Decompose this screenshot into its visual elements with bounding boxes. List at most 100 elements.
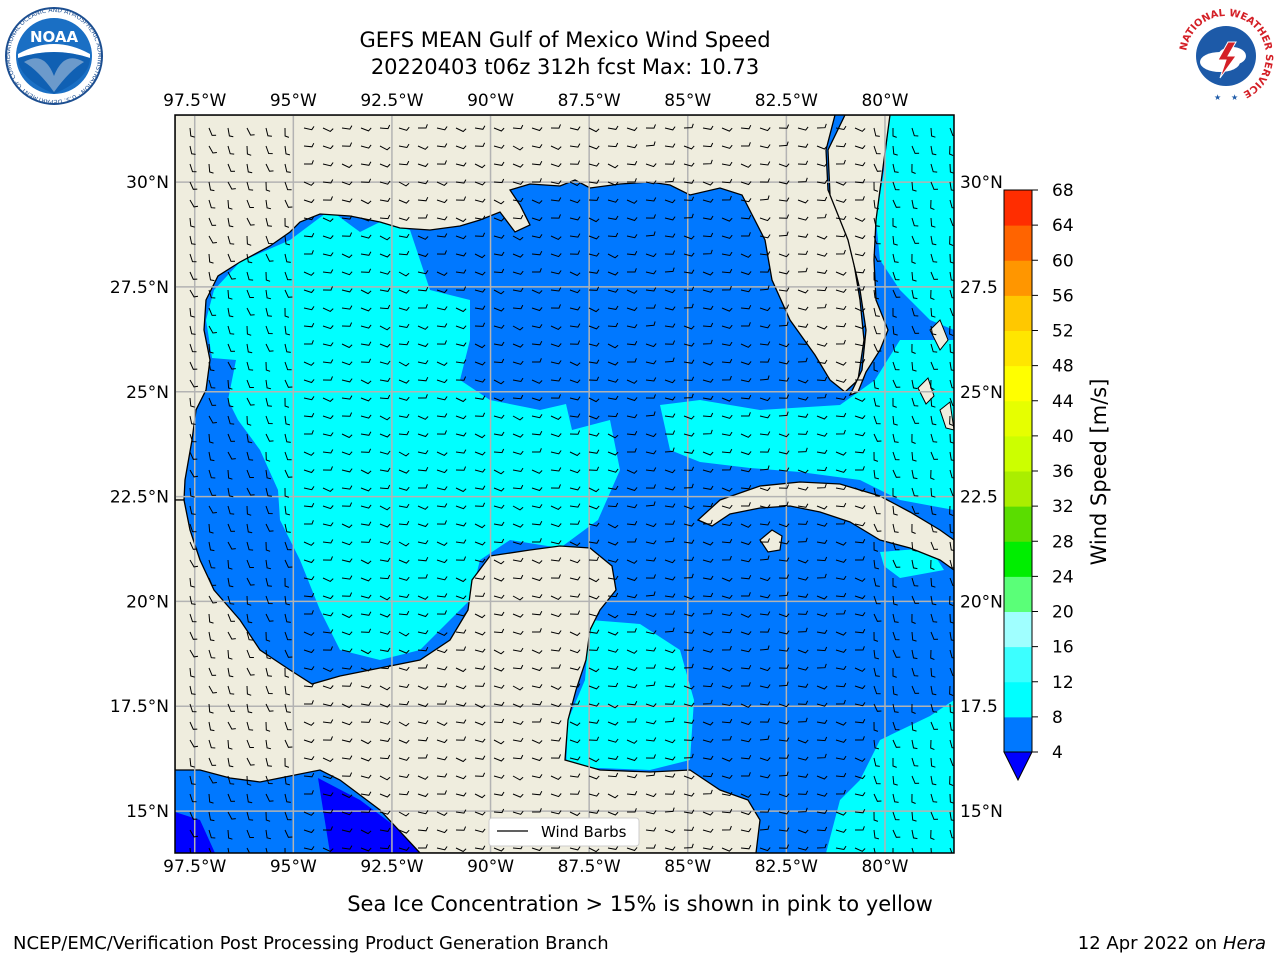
wind-barb: [246, 343, 253, 354]
wind-barb: [455, 505, 467, 510]
wind-barb: [455, 196, 467, 201]
wind-barb: [588, 629, 600, 634]
wind-barb: [417, 810, 429, 815]
wind-barb: [189, 703, 197, 713]
wind-barb: [854, 718, 866, 724]
wind-barb: [398, 593, 410, 599]
wind-barb: [569, 683, 581, 688]
wind-barb: [683, 393, 694, 399]
wind-barb: [379, 214, 391, 220]
wind-barb: [930, 829, 935, 841]
wind-barb: [588, 359, 600, 364]
wind-barb: [227, 649, 233, 660]
wind-barb: [683, 235, 695, 240]
wind-barb: [532, 718, 542, 723]
wind-barb: [569, 233, 581, 238]
wind-barb: [721, 774, 733, 779]
wind-barb: [265, 361, 271, 372]
colorbar-segment-0: [1004, 716, 1032, 753]
wind-barb: [911, 289, 918, 300]
wind-barb: [702, 215, 714, 220]
wind-barb: [873, 235, 881, 245]
wind-barb: [531, 757, 543, 762]
wind-barb: [664, 790, 676, 795]
wind-barb: [854, 268, 866, 274]
wind-barb: [398, 520, 410, 526]
wind-barb: [873, 631, 879, 642]
wind-barb: [531, 774, 543, 779]
wind-barb: [531, 790, 543, 796]
wind-barb: [797, 666, 809, 671]
wind-barb: [227, 361, 236, 370]
wind-barb: [740, 844, 752, 850]
wind-barb: [664, 610, 676, 615]
wind-barb: [835, 575, 847, 581]
wind-barb: [474, 793, 486, 799]
wind-barb: [284, 739, 293, 748]
wind-barb: [740, 271, 752, 276]
wind-barb: [835, 142, 847, 148]
wind-barb: [303, 592, 315, 598]
wind-barb: [436, 469, 448, 474]
wind-barb: [284, 757, 290, 768]
colorbar-segment-4: [1004, 576, 1032, 612]
wind-barb: [398, 323, 410, 329]
wind-barb: [797, 576, 809, 581]
wind-barb: [455, 145, 467, 150]
wind-barb: [835, 845, 847, 851]
wind-barb: [702, 395, 714, 400]
wind-barb: [740, 523, 752, 528]
wind-barb: [664, 593, 676, 598]
wind-barb: [664, 700, 676, 705]
wind-barb: [645, 557, 657, 562]
colorbar-tick-label-5: 48: [1052, 357, 1074, 377]
wind-barb: [741, 142, 751, 147]
wind-barb: [778, 703, 790, 708]
wind-barb: [322, 196, 333, 201]
wind-barb: [322, 667, 334, 672]
wind-barb: [816, 432, 828, 437]
wind-barb: [208, 577, 217, 586]
wind-barb: [816, 286, 828, 292]
wind-barb: [436, 846, 448, 851]
wind-barb: [626, 487, 638, 492]
noaa-logo-icon: NATIONAL OCEANIC AND ATMOSPHERIC ADMINIS…: [4, 6, 103, 105]
wind-barb: [512, 433, 524, 438]
wind-barb: [189, 235, 196, 245]
wind-barb: [949, 487, 954, 496]
wind-barb: [816, 539, 828, 544]
wind-barb: [854, 127, 866, 132]
wind-barb: [873, 181, 879, 192]
wind-barb: [702, 429, 713, 435]
wind-barb: [721, 358, 733, 364]
wind-barb: [664, 250, 676, 255]
wind-barb: [360, 718, 372, 723]
wind-barb: [835, 215, 847, 221]
wind-barb: [265, 379, 272, 390]
wind-barb: [360, 829, 372, 835]
wind-barb: [189, 757, 195, 768]
wind-barb: [892, 703, 899, 713]
wind-barb: [455, 595, 467, 600]
wind-barb: [588, 719, 600, 724]
wind-barb: [436, 396, 448, 401]
wind-barb: [911, 415, 920, 424]
wind-barb: [417, 685, 429, 690]
wind-barb: [778, 540, 790, 545]
wind-barb: [417, 703, 429, 708]
wind-barb: [873, 775, 881, 785]
wind-barb: [189, 793, 197, 803]
wind-barb: [550, 540, 562, 545]
wind-barb: [512, 304, 524, 310]
wind-barb: [189, 217, 195, 228]
wind-barb: [265, 505, 273, 515]
wind-barb: [645, 810, 657, 815]
wind-barb: [816, 483, 827, 489]
wind-barb: [360, 397, 372, 402]
wind-barb: [892, 433, 899, 443]
wind-barb: [189, 541, 198, 550]
wind-barb: [322, 359, 334, 364]
wind-barb: [246, 271, 254, 281]
wind-barb: [835, 609, 846, 615]
